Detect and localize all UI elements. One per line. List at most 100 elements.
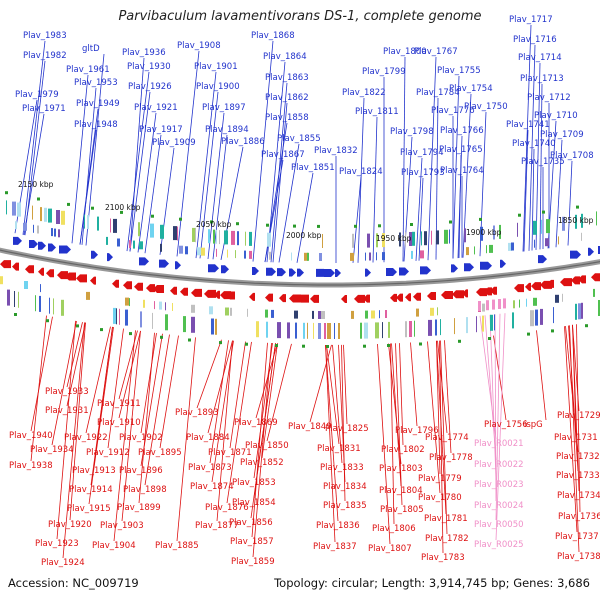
feature-block-outer-top [249,231,252,246]
reverse-gene-arrow [46,269,54,278]
feature-block-top [244,250,246,259]
position-tick-label: 1850 kbp [558,216,594,225]
forward-gene-label: Plav_1908 [177,41,221,51]
reverse-gene-label-leader [444,340,452,454]
marker-top [410,223,413,226]
reverse-gene-label-leader [51,320,77,446]
forward-gene-arrow [451,264,458,273]
forward-gene-label-leader [402,56,406,262]
feature-block-bottom [519,299,520,308]
feature-block-top [23,222,27,231]
feature-block-top [185,246,188,255]
forward-gene-label-leader [252,40,274,262]
reverse-gene-label-leader [572,324,580,492]
reverse-gene-arrow [180,287,188,296]
feature-block-outer-top [499,224,501,239]
forward-gene-label: Plav_1800 [383,47,427,57]
backbone-core [0,249,600,286]
feature-block-top [411,250,413,259]
reverse-gene-label-leader [250,343,276,519]
reverse-gene-label: Plav_1873 [188,463,232,473]
forward-gene-label: Plav_1926 [128,82,172,92]
feature-block-outer-bottom [318,323,321,339]
feature-block-outer-bottom [113,307,116,324]
marker-top [576,205,579,209]
feature-block-outer-bottom [183,316,186,333]
feature-block-outer-top [480,226,483,241]
reverse-gene-arrow [112,279,119,288]
reverse-gene-arrow [484,287,492,296]
reverse-gene-label: Plav_1806 [372,524,416,534]
feature-block-outer-top [195,228,196,243]
forward-gene-arrow [59,245,71,254]
feature-block-top [227,249,228,258]
feature-block-top [160,243,162,252]
feature-block-outer-bottom [49,297,50,314]
reverse-gene-arrow [265,293,273,302]
reverse-gene-arrow [405,293,411,302]
feature-block-outer-bottom [364,322,368,339]
reverse-gene-label: Plav_1923 [35,539,79,549]
reverse-gene-arrow [76,274,87,283]
reverse-gene-label: ispG [524,420,543,430]
forward-gene-label-leader [207,112,225,260]
feature-block-outer-top [399,232,401,247]
feature-block-top [382,252,385,261]
feature-block-top [58,229,60,238]
feature-block-outer-bottom [360,322,362,339]
forward-gene-label: Plav_1894 [205,125,249,135]
feature-block-outer-top [237,231,239,246]
reverse-gene-arrow [134,282,143,291]
feature-block-outer-bottom [482,315,484,332]
reverse-gene-label: Plav_1914 [69,485,113,495]
reverse-gene-arrow [560,278,572,287]
forward-gene-label-leader [23,113,45,236]
forward-gene-arrow [297,268,304,277]
reverse-gene-label: Plav_1834 [323,482,367,492]
reverse-gene-label: Plav_1853 [232,478,276,488]
feature-block-outer-top [231,230,235,245]
reverse-gene-label-leader [207,340,233,434]
feature-block-outer-bottom [414,320,415,337]
rna-gene-mark [492,299,495,310]
reverse-gene-label: Plav_1938 [9,461,53,471]
reverse-gene-label-leader [211,340,234,483]
forward-gene-arrow [335,268,341,277]
feature-block-outer-bottom [575,303,577,320]
feature-block-outer-top [56,210,60,224]
reverse-gene-label-leader [569,325,580,553]
reverse-gene-label-leader [436,340,441,475]
rna-gene-mark [486,300,489,311]
reverse-gene-label: Plav_1737 [555,532,599,542]
rna-gene-mark [498,299,501,309]
reverse-gene-arrow [289,294,301,303]
forward-gene-label-leader [272,102,288,263]
reverse-gene-label: Plav_1915 [67,504,111,514]
reverse-gene-label-leader [144,334,170,486]
feature-block-outer-bottom [409,321,412,337]
feature-block-outer-bottom [211,318,214,335]
feature-block-outer-top [160,224,164,239]
feature-block-outer-top [219,230,220,245]
forward-gene-label-leader [176,50,200,257]
rna-gene-label: Plav_R0024 [474,501,524,511]
feature-block-bottom [430,307,434,316]
marker-top [5,191,8,195]
forward-gene-label-leader [522,24,532,252]
forward-gene-arrow [420,266,431,275]
reverse-gene-label: Plav_1910 [97,418,141,428]
feature-block-outer-top [32,205,33,220]
forward-gene-label-leader [415,157,423,261]
position-tick-label: 2050 kbp [196,220,232,229]
reverse-gene-label-leader [88,327,114,505]
feature-block-top [139,241,143,250]
rna-gene-label-leader [479,315,497,440]
reverse-gene-label: Plav_1736 [558,512,600,522]
feature-block-top [291,252,292,261]
feature-block-outer-bottom [266,321,268,338]
marker-top [354,224,357,228]
marker-top [378,224,381,228]
feature-block-bottom [593,288,595,297]
feature-block-top [545,238,549,247]
reverse-gene-label: Plav_1849 [288,422,332,432]
